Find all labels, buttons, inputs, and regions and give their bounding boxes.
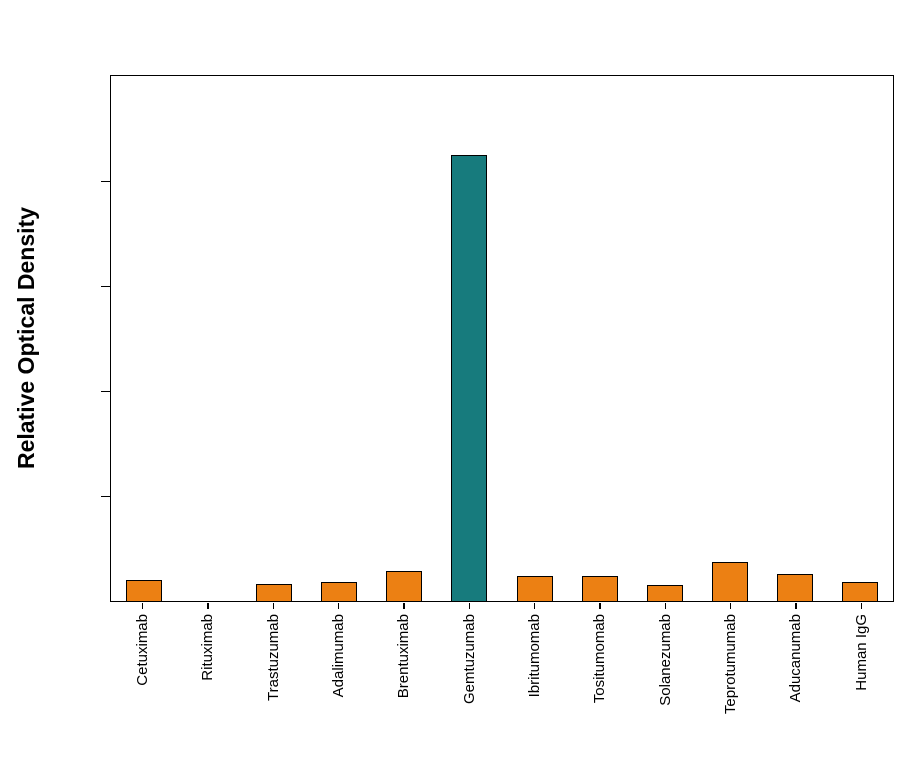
x-tick-label-adalimumab: Adalimumab — [330, 614, 348, 698]
x-tick-label-trastuzumab: Trastuzumab — [264, 614, 282, 701]
x-tick-label-ibritumomab: Ibritumomab — [526, 614, 544, 698]
bar-cell-cetuximab — [111, 76, 176, 601]
bar-teprotumumab — [712, 561, 749, 601]
bar-cell-teprotumumab — [698, 76, 763, 601]
bar-cell-brentuximab — [372, 76, 437, 601]
y-axis-title: Relative Optical Density — [4, 75, 48, 602]
bar-cell-adalimumab — [307, 76, 372, 601]
bar-human-igg — [842, 582, 879, 601]
x-tick-label-gemtuzumab: Gemtuzumab — [460, 614, 478, 705]
x-axis-tick — [664, 603, 667, 609]
x-axis-tick — [533, 603, 536, 609]
x-tick-label-tositumomab: Tositumomab — [591, 614, 609, 704]
bar-cell-human-igg — [828, 76, 893, 601]
bar-gemtuzumab — [451, 154, 488, 601]
x-tick-label-aducanumab: Aducanumab — [787, 614, 805, 703]
bar-cell-trastuzumab — [241, 76, 306, 601]
x-axis-tick — [207, 603, 209, 609]
x-cell-human-igg: Human IgG — [829, 603, 894, 753]
x-cell-trastuzumab: Trastuzumab — [241, 603, 306, 753]
x-tick-label-human-igg: Human IgG — [852, 614, 870, 691]
x-tick-label-solanezumab: Solanezumab — [656, 614, 674, 706]
x-tick-label-rituximab: Rituximab — [199, 614, 217, 681]
x-axis-tick — [272, 603, 275, 609]
x-cell-teprotumumab: Teprotumumab — [698, 603, 763, 753]
x-axis-tick — [337, 603, 340, 609]
bar-cell-tositumomab — [567, 76, 632, 601]
x-tick-label-brentuximab: Brentuximab — [395, 614, 413, 699]
x-cell-brentuximab: Brentuximab — [371, 603, 436, 753]
y-axis-tick — [101, 495, 110, 497]
x-cell-solanezumab: Solanezumab — [633, 603, 698, 753]
x-axis-tick — [403, 603, 405, 609]
bars-area — [111, 76, 893, 601]
x-axis-tick — [795, 603, 797, 609]
x-cell-adalimumab: Adalimumab — [306, 603, 371, 753]
x-axis-tick — [141, 603, 144, 609]
x-tick-label-cetuximab: Cetuximab — [134, 614, 152, 686]
bar-trastuzumab — [255, 584, 292, 601]
x-cell-cetuximab: Cetuximab — [110, 603, 175, 753]
bar-cell-gemtuzumab — [437, 76, 502, 601]
bar-aducanumab — [777, 573, 814, 601]
x-cell-aducanumab: Aducanumab — [763, 603, 828, 753]
bar-ibritumomab — [516, 576, 553, 601]
bar-cetuximab — [125, 580, 162, 601]
x-axis-labels: Cetuximab Rituximab Trastuzumab Adalimumab B… — [110, 603, 894, 753]
x-axis-tick — [860, 603, 863, 609]
bar-tositumomab — [581, 576, 618, 601]
x-axis-tick — [599, 603, 601, 609]
x-cell-rituximab: Rituximab — [175, 603, 240, 753]
x-cell-ibritumomab: Ibritumomab — [502, 603, 567, 753]
x-axis-tick — [468, 603, 471, 609]
bar-adalimumab — [321, 582, 358, 601]
bar-solanezumab — [646, 585, 683, 601]
bar-cell-ibritumomab — [502, 76, 567, 601]
bar-cell-aducanumab — [763, 76, 828, 601]
plot-area — [101, 75, 894, 602]
x-cell-tositumomab: Tositumomab — [567, 603, 632, 753]
y-axis-tick — [101, 285, 110, 287]
y-axis-tick — [101, 390, 110, 392]
y-axis-title-text: Relative Optical Density — [12, 207, 39, 470]
bar-brentuximab — [386, 571, 423, 601]
bar-cell-rituximab — [176, 76, 241, 601]
x-tick-label-teprotumumab: Teprotumumab — [722, 614, 740, 715]
bar-cell-solanezumab — [632, 76, 697, 601]
x-axis-tick — [729, 603, 732, 609]
y-axis-tick — [101, 180, 110, 182]
x-cell-gemtuzumab: Gemtuzumab — [437, 603, 502, 753]
